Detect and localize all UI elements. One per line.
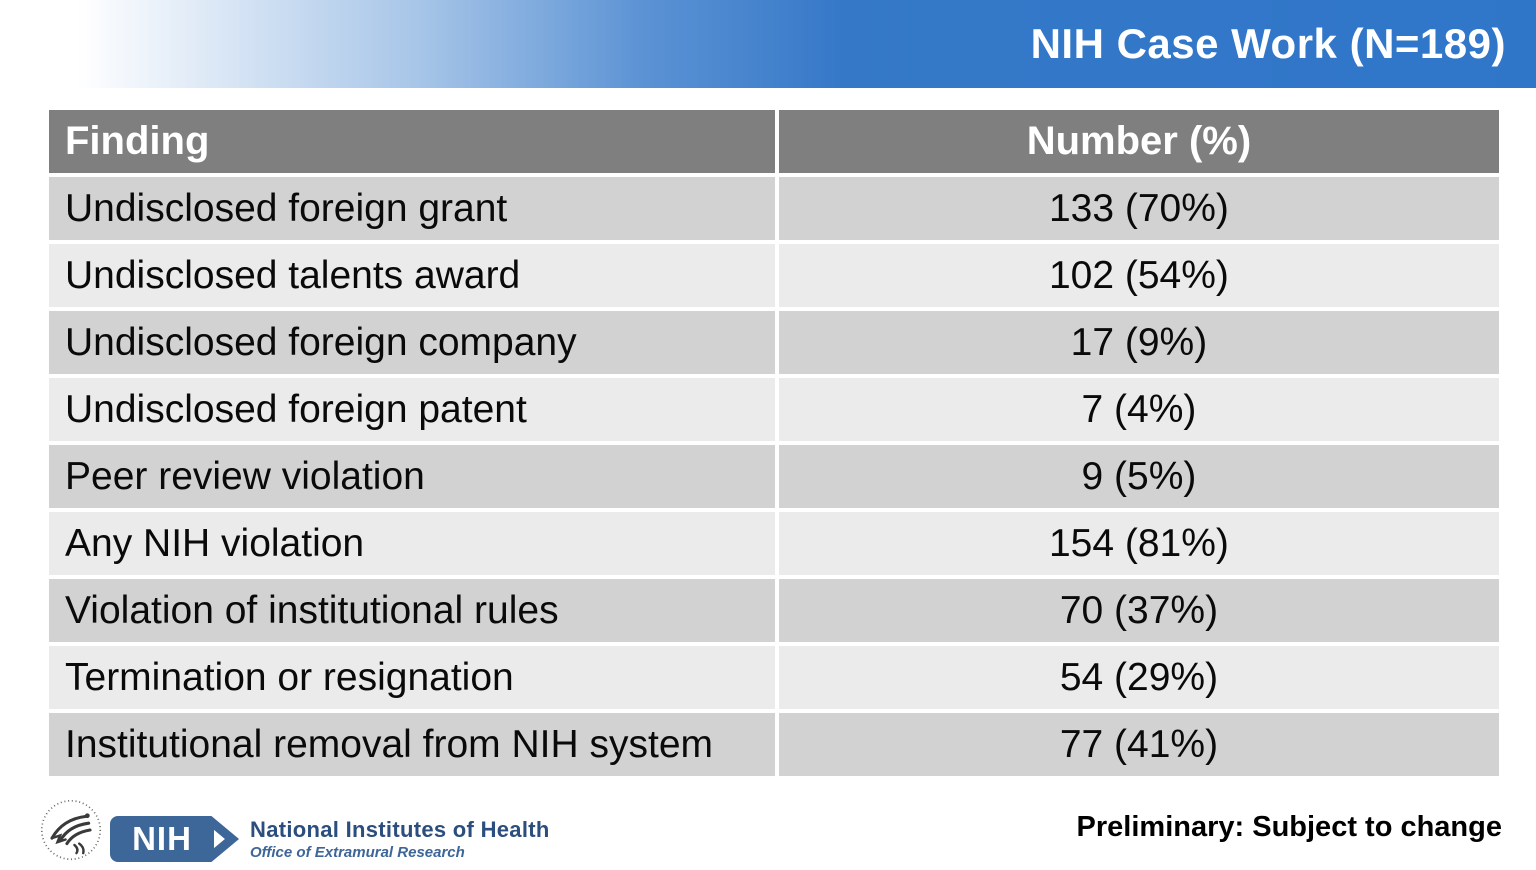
hhs-eagle-seal-icon (40, 799, 102, 861)
slide-title: NIH Case Work (N=189) (1030, 20, 1506, 67)
nih-chevron-icon (202, 816, 240, 862)
column-header-finding: Finding (49, 110, 775, 173)
table-header: Finding Number (%) (49, 110, 1499, 173)
table-row: Any NIH violation 154 (81%) (49, 512, 1499, 575)
table-row: Peer review violation 9 (5%) (49, 445, 1499, 508)
table-row: Termination or resignation 54 (29%) (49, 646, 1499, 709)
table-row: Undisclosed foreign company 17 (9%) (49, 311, 1499, 374)
table-row: Undisclosed foreign grant 133 (70%) (49, 177, 1499, 240)
number-cell: 54 (29%) (778, 646, 1499, 709)
number-cell: 154 (81%) (778, 512, 1499, 575)
slide-footer: NIH National Institutes of Health Office… (0, 788, 1536, 870)
nih-logo-mark: NIH (110, 816, 214, 862)
number-cell: 7 (4%) (778, 378, 1499, 441)
finding-cell: Institutional removal from NIH system (49, 713, 775, 776)
table-row: Violation of institutional rules 70 (37%) (49, 579, 1499, 642)
number-cell: 17 (9%) (778, 311, 1499, 374)
preliminary-note: Preliminary: Subject to change (1076, 811, 1502, 843)
number-cell: 70 (37%) (778, 579, 1499, 642)
finding-cell: Undisclosed foreign patent (49, 378, 775, 441)
nih-name-label: National Institutes of Health (250, 817, 550, 842)
column-header-number: Number (%) (778, 110, 1499, 173)
nih-logo-text: National Institutes of Health Office of … (250, 817, 550, 861)
number-cell: 102 (54%) (778, 244, 1499, 307)
nih-office-label: Office of Extramural Research (250, 844, 465, 861)
finding-cell: Undisclosed talents award (49, 244, 775, 307)
table-header-row: Finding Number (%) (49, 110, 1499, 173)
finding-cell: Violation of institutional rules (49, 579, 775, 642)
table-body: Undisclosed foreign grant 133 (70%) Undisc… (49, 177, 1499, 776)
number-cell: 77 (41%) (778, 713, 1499, 776)
finding-cell: Any NIH violation (49, 512, 775, 575)
findings-table-container: Finding Number (%) Undisclosed foreign g… (45, 106, 1503, 780)
number-cell: 133 (70%) (778, 177, 1499, 240)
findings-table: Finding Number (%) Undisclosed foreign g… (45, 106, 1503, 780)
finding-cell: Termination or resignation (49, 646, 775, 709)
number-cell: 9 (5%) (778, 445, 1499, 508)
slide-header-band: NIH Case Work (N=189) (0, 0, 1536, 88)
table-row: Undisclosed foreign patent 7 (4%) (49, 378, 1499, 441)
nih-logo: NIH National Institutes of Health Office… (110, 816, 550, 862)
finding-cell: Undisclosed foreign company (49, 311, 775, 374)
finding-cell: Undisclosed foreign grant (49, 177, 775, 240)
table-row: Institutional removal from NIH system 77 … (49, 713, 1499, 776)
finding-cell: Peer review violation (49, 445, 775, 508)
table-row: Undisclosed talents award 102 (54%) (49, 244, 1499, 307)
